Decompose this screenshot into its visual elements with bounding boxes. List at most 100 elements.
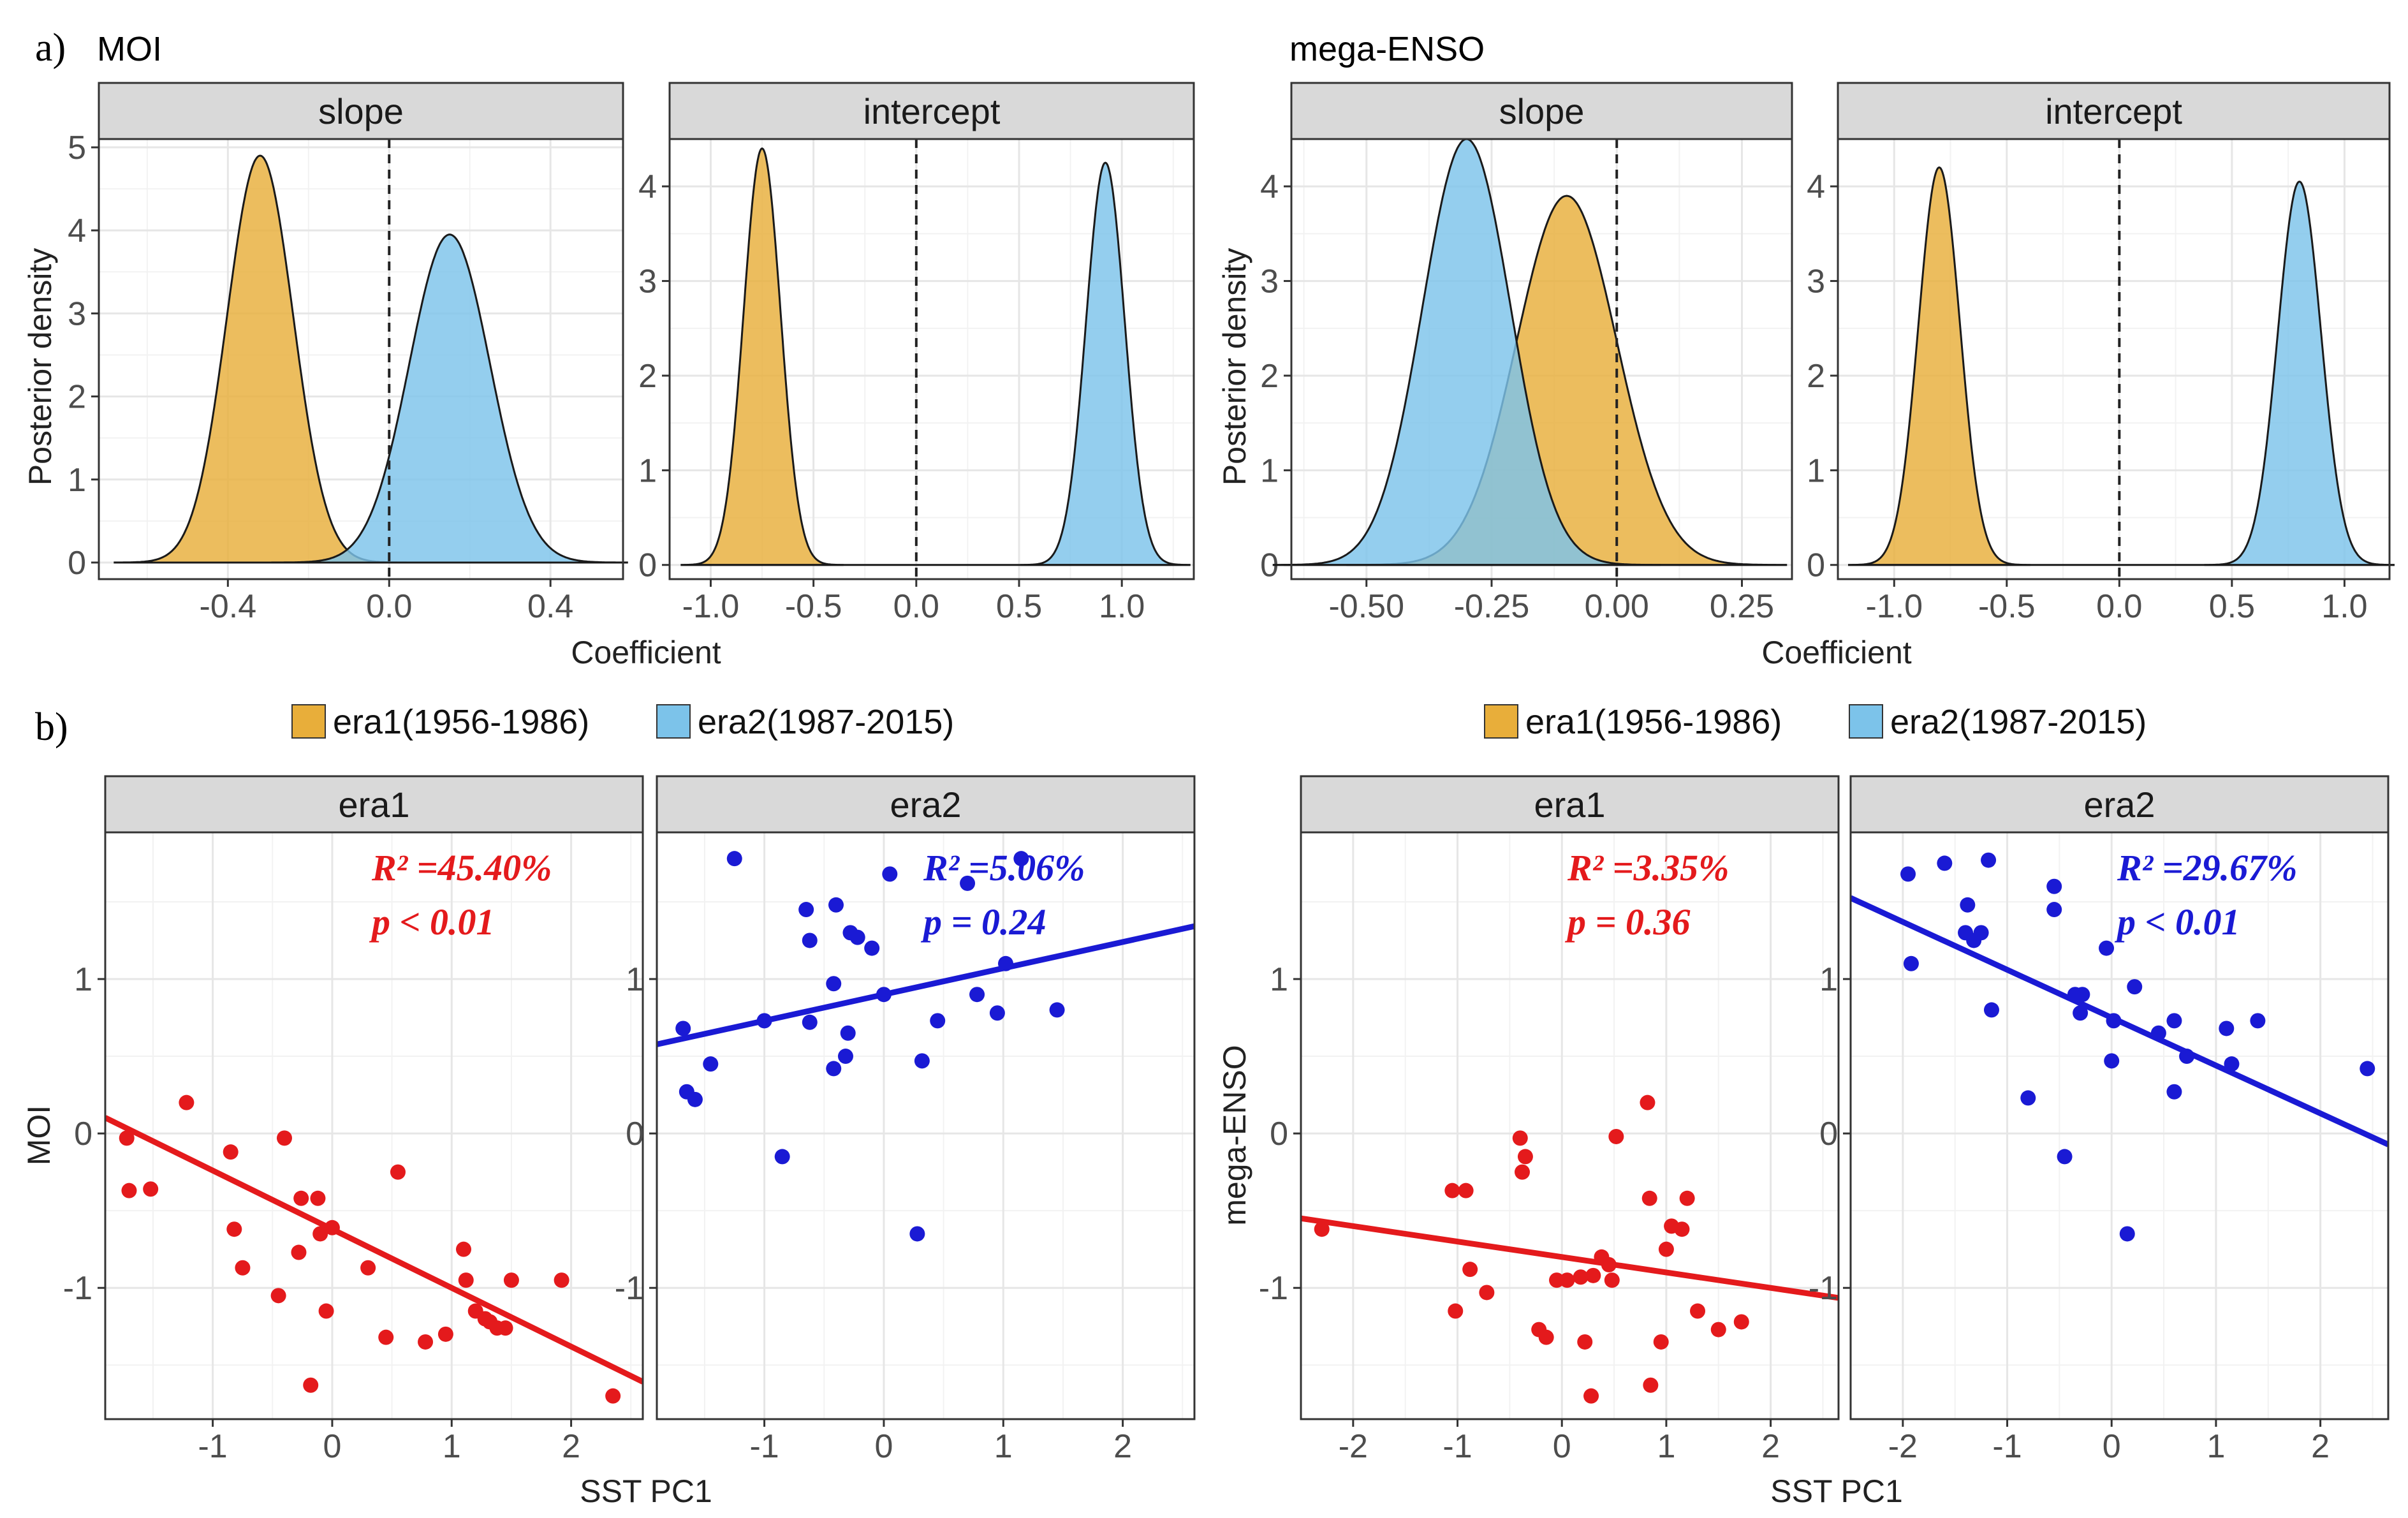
facet-strip [1300, 775, 1840, 834]
scatter-point [324, 1220, 340, 1235]
panel-b_enso_era1: era1 -2 -1 0 1 2 -1 0 1 R² =3.35% p = 0.36 [1259, 775, 1840, 1465]
panel-border [104, 831, 644, 1420]
scatter-point [2057, 1149, 2073, 1165]
scatter-point [179, 1094, 195, 1110]
scatter-point [826, 976, 842, 992]
y-tick-label: 0 [1807, 547, 1825, 584]
density-era2 [271, 233, 628, 564]
scatter-point [360, 1260, 376, 1276]
x-tick-label: -0.5 [785, 588, 842, 625]
scatter-point [2046, 902, 2062, 918]
panel-b_moi_era2: era2 -1 0 1 2 -1 0 1 R² =5.06% p = 0.24 [615, 775, 1196, 1465]
y-tick-label: 0 [74, 1116, 92, 1153]
x-tick-label: -1.0 [682, 588, 740, 625]
x-axis-title-a-right: Coefficient [1761, 635, 1911, 670]
scatter-point [1937, 855, 1953, 871]
panel-a-label: a) [35, 26, 66, 70]
scatter-point [1458, 1183, 1474, 1198]
legend-swatch-era1 [1484, 704, 1518, 739]
scatter-point [223, 1144, 239, 1160]
scatter-point [1733, 1314, 1749, 1330]
scatter-point [826, 1061, 842, 1077]
scatter-point [798, 902, 814, 918]
x-tick-label: 1.0 [2321, 588, 2367, 625]
scatter-point [1641, 1190, 1657, 1206]
scatter-point [756, 1013, 772, 1029]
scatter-point [1512, 1130, 1528, 1146]
r-squared-annotation: R² =29.67% [2117, 847, 2297, 888]
x-tick-label: 0.00 [1585, 588, 1649, 625]
scatter-point [270, 1288, 286, 1304]
scatter-point [605, 1388, 621, 1404]
scatter-point [774, 1149, 790, 1165]
scatter-point [882, 866, 898, 882]
p-value-annotation: p < 0.01 [2114, 901, 2240, 943]
x-tick-label: 0.5 [2209, 588, 2255, 625]
scatter-point [2360, 1061, 2375, 1077]
x-tick-label: 2 [562, 1428, 580, 1465]
panel-b_moi_era1: era1 -1 0 1 2 -1 0 1 R² =45.40% p < 0.01 [63, 775, 644, 1465]
scatter-point [121, 1183, 137, 1198]
scatter-point [497, 1320, 513, 1336]
scatter-point [293, 1190, 309, 1206]
x-tick-label: 0.4 [527, 588, 573, 625]
scatter-point [1643, 1377, 1659, 1393]
scatter-point [458, 1272, 474, 1288]
panel-border [1849, 831, 2390, 1420]
scatter-point [291, 1244, 307, 1260]
y-tick-label: 4 [638, 168, 657, 205]
legend-label-era2: era2(1987-2015) [698, 703, 954, 741]
y-tick-label: 2 [68, 379, 86, 416]
facet-strip-title: era1 [1534, 785, 1605, 825]
y-axis-title-b-left: MOI [21, 1105, 57, 1165]
scatter-point [390, 1164, 406, 1180]
scatter-point [277, 1130, 292, 1146]
x-tick-label: -1 [1992, 1428, 2022, 1465]
y-tick-label: 0 [638, 547, 657, 584]
scatter-point [840, 1025, 856, 1041]
panel-border [668, 138, 1195, 580]
scatter-point [2074, 987, 2090, 1003]
facet-strip-title: slope [1499, 91, 1585, 131]
scatter-point [2046, 878, 2062, 894]
y-axis-title-b-right: mega-ENSO [1217, 1045, 1252, 1225]
scatter-point [802, 1014, 818, 1030]
p-value-annotation: p = 0.24 [920, 901, 1046, 943]
facet-strip [98, 82, 624, 140]
x-tick-label: 2 [1761, 1428, 1780, 1465]
facet-strip [1837, 82, 2391, 140]
scatter-point [378, 1329, 394, 1345]
y-tick-label: 3 [1807, 263, 1825, 300]
scatter-point [1444, 1183, 1460, 1198]
x-tick-label: 0 [323, 1428, 341, 1465]
scatter-point [2073, 1005, 2089, 1021]
y-tick-label: -1 [1259, 1270, 1288, 1307]
y-tick-label: 3 [68, 295, 86, 332]
x-tick-label: -1 [198, 1428, 227, 1465]
x-tick-label: 0.5 [996, 588, 1042, 625]
scatter-point [687, 1091, 703, 1107]
x-tick-label: 1 [2206, 1428, 2225, 1465]
legend-label-era1: era1(1956-1986) [1525, 703, 1782, 741]
y-tick-label: 1 [1807, 452, 1825, 489]
panel-border [656, 831, 1196, 1420]
x-tick-label: 0.0 [893, 588, 939, 625]
plot-background [105, 832, 643, 1419]
scatter-point [437, 1326, 453, 1342]
y-tick-label: 2 [1807, 358, 1825, 395]
scatter-point [1604, 1272, 1620, 1288]
density-era2 [2204, 181, 2395, 566]
x-tick-label: -1 [749, 1428, 779, 1465]
scatter-point [1583, 1388, 1599, 1404]
panel-a_moi_slope: slope -0.4 0.0 0.4 0 1 2 3 4 5 [68, 82, 628, 625]
group-title-moi: MOI [97, 30, 162, 68]
scatter-point [312, 1226, 328, 1242]
legend-label-era1: era1(1956-1986) [333, 703, 589, 741]
x-tick-label: 0 [874, 1428, 893, 1465]
density-era2 [1020, 161, 1191, 566]
scatter-point [456, 1241, 471, 1257]
scatter-point [1679, 1190, 1695, 1206]
scatter-point [1448, 1303, 1464, 1319]
regression-line [105, 1115, 643, 1385]
